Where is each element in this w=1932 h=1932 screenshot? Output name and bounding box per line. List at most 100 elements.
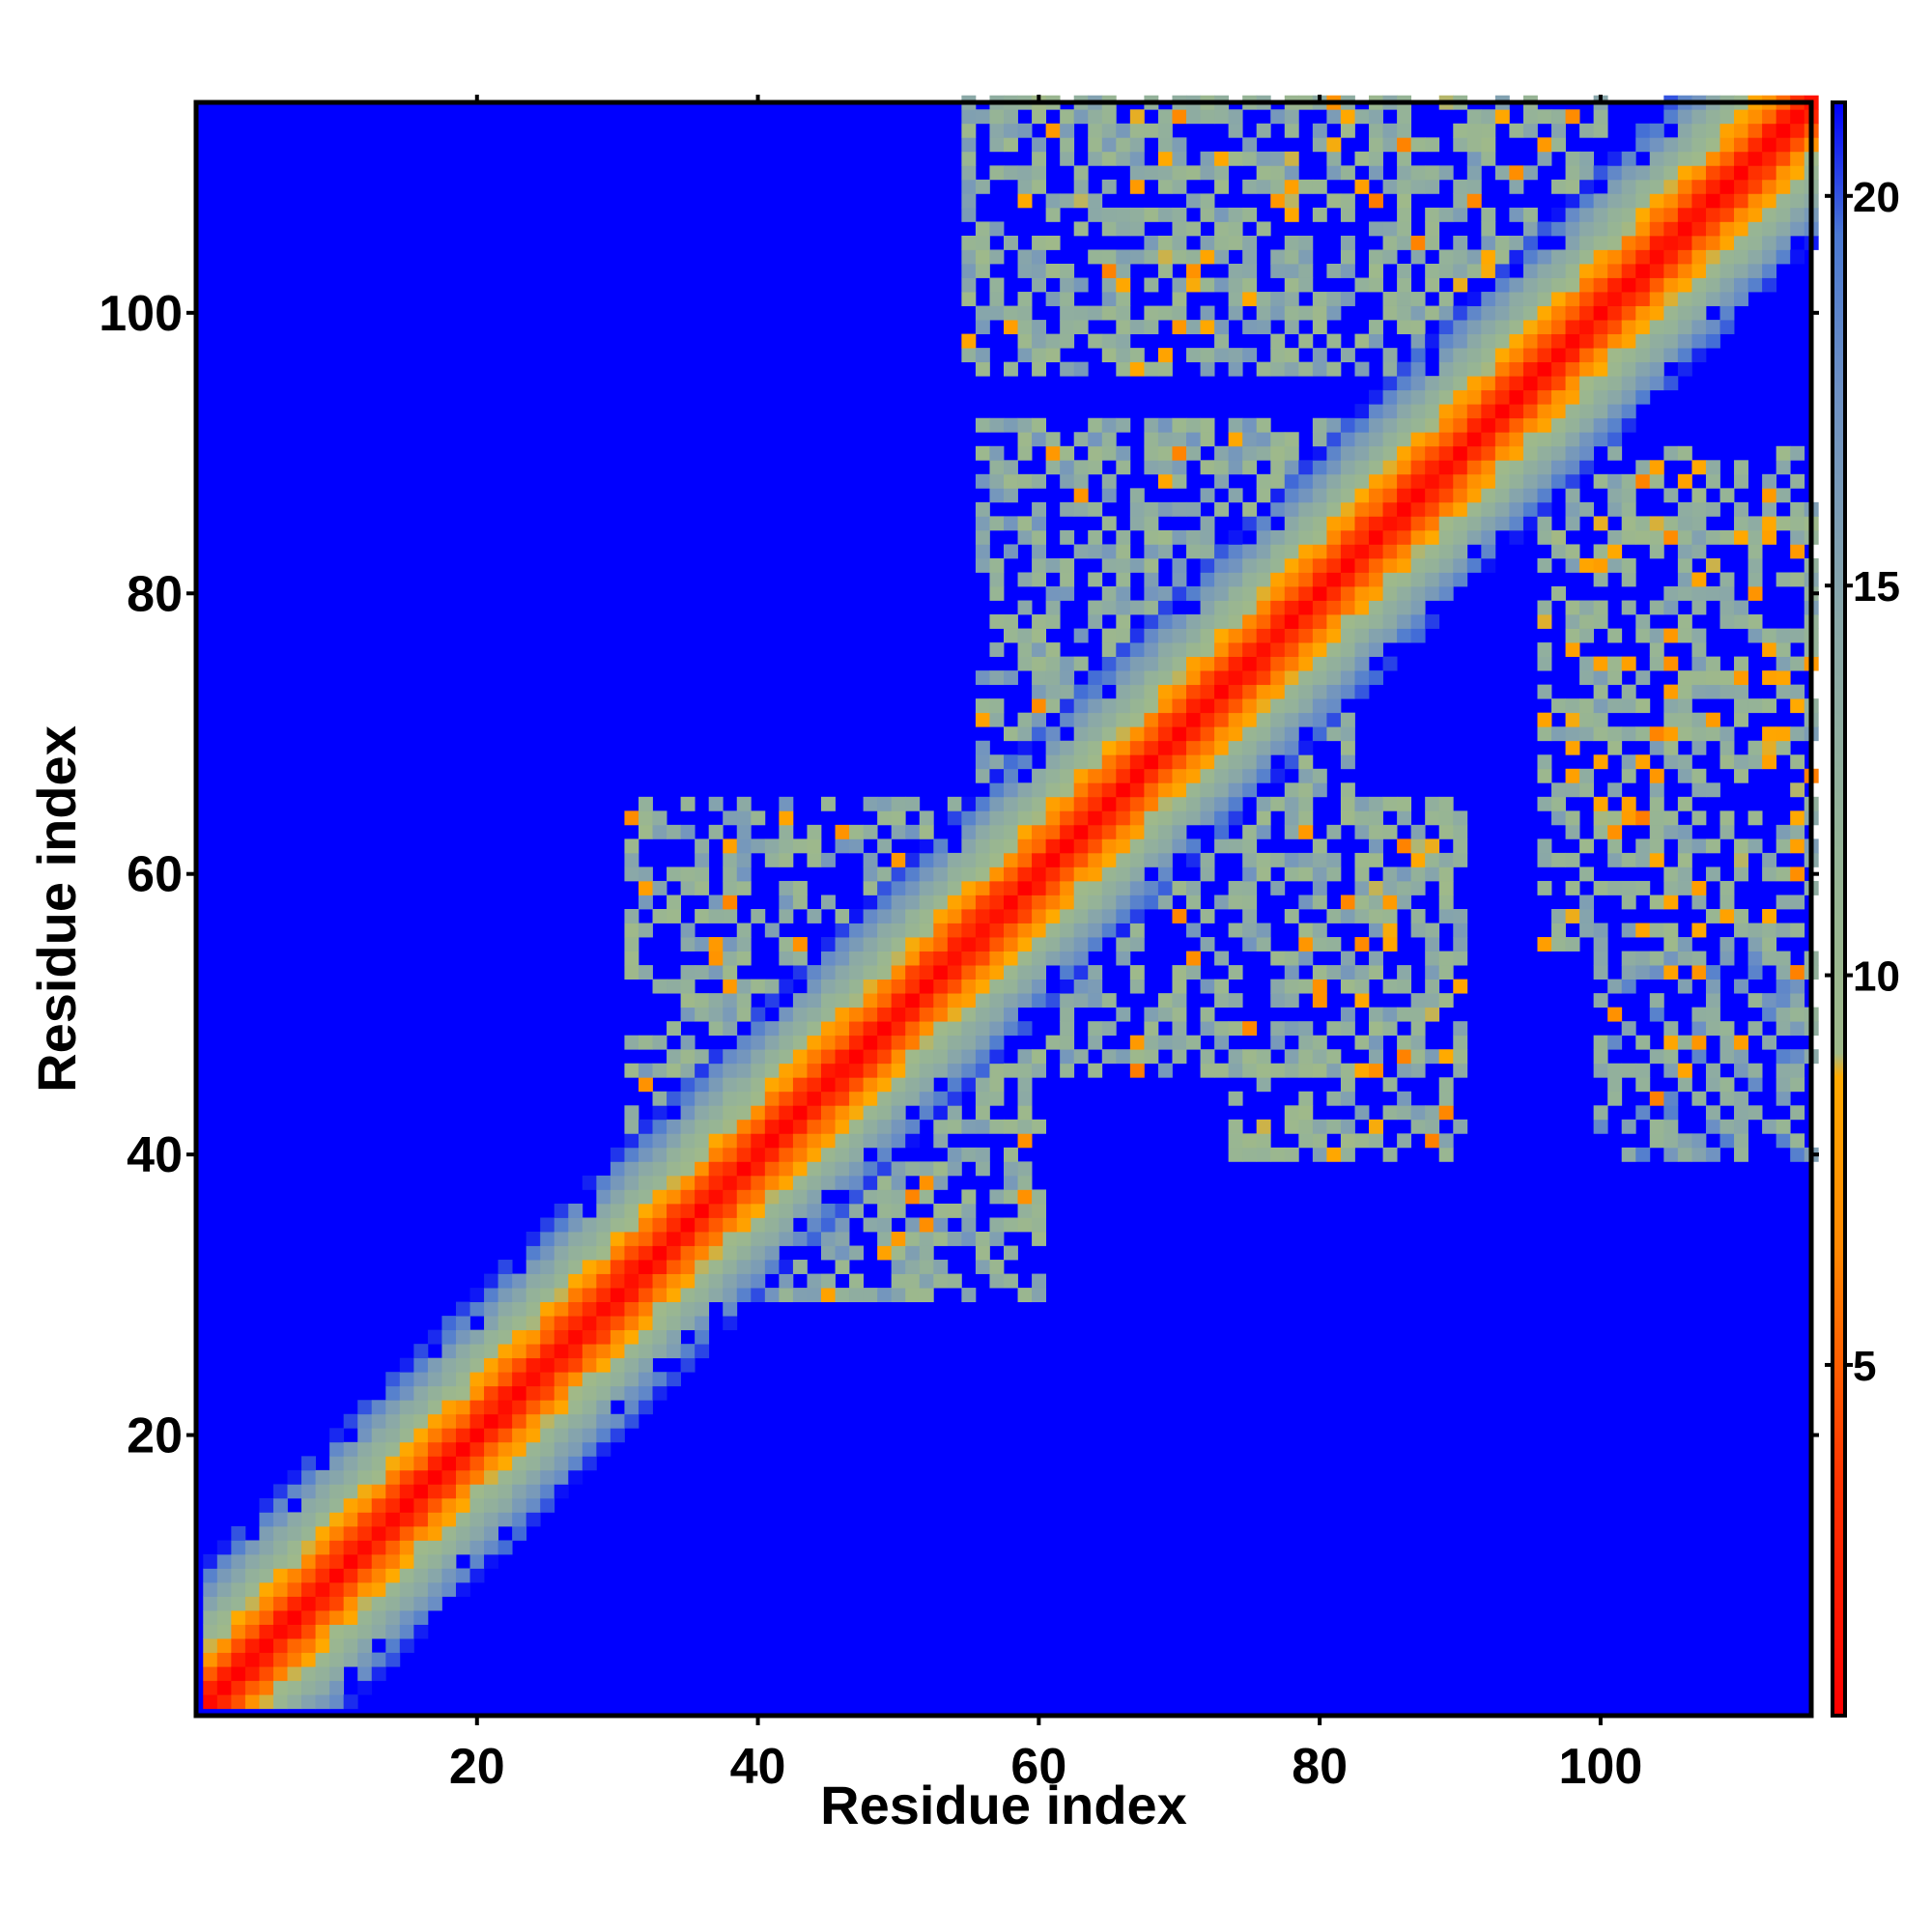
heatmap-cell — [1494, 277, 1510, 293]
heatmap-cell — [455, 1372, 470, 1387]
heatmap-cell — [919, 852, 934, 867]
heatmap-cell — [667, 1147, 681, 1162]
heatmap-cell — [329, 1540, 345, 1555]
heatmap-cell — [989, 221, 1005, 237]
heatmap-cell — [1691, 137, 1707, 153]
heatmap-cell — [1326, 642, 1342, 658]
heatmap-cell — [975, 305, 990, 321]
heatmap-cell — [1790, 123, 1805, 138]
heatmap-cell — [1734, 754, 1748, 770]
heatmap-cell — [835, 1063, 850, 1078]
heatmap-cell — [1298, 754, 1314, 770]
heatmap-cell — [1032, 1063, 1047, 1078]
heatmap-cell — [1088, 151, 1103, 166]
heatmap-cell — [751, 1091, 766, 1106]
heatmap-cell — [1369, 838, 1383, 854]
heatmap-cell — [1129, 909, 1145, 923]
heatmap-cell — [708, 895, 724, 910]
heatmap-cell — [1481, 460, 1496, 475]
heatmap-cell — [1663, 586, 1679, 601]
heatmap-cell — [1017, 782, 1033, 798]
heatmap-cell — [1116, 137, 1131, 153]
heatmap-cell — [371, 1400, 386, 1415]
heatmap-cell — [1045, 852, 1061, 867]
heatmap-cell — [512, 1497, 527, 1513]
heatmap-cell — [975, 923, 990, 938]
heatmap-cell — [1284, 516, 1299, 531]
heatmap-cell — [385, 1525, 401, 1541]
heatmap-cell — [1649, 179, 1664, 194]
heatmap-cell — [1017, 529, 1033, 545]
heatmap-cell — [1116, 740, 1131, 755]
heatmap-cell — [1579, 698, 1595, 714]
heatmap-cell — [961, 179, 977, 194]
heatmap-cell — [1186, 740, 1201, 755]
heatmap-cell — [1747, 1105, 1763, 1121]
heatmap-cell — [1004, 965, 1018, 980]
heatmap-cell — [1537, 614, 1552, 629]
heatmap-cell — [1228, 754, 1243, 770]
heatmap-cell — [1762, 1035, 1777, 1050]
heatmap-cell — [751, 838, 766, 854]
heatmap-cell — [610, 1301, 625, 1317]
heatmap-cell — [947, 1049, 962, 1065]
heatmap-cell — [751, 1007, 766, 1022]
heatmap-cell — [1635, 1147, 1651, 1162]
heatmap-cell — [905, 824, 921, 839]
heatmap-cell — [989, 810, 1005, 826]
heatmap-cell — [1228, 277, 1243, 293]
heatmap-cell — [1635, 698, 1651, 714]
heatmap-cell — [1397, 292, 1412, 306]
heatmap-cell — [1214, 712, 1230, 727]
heatmap-cell — [1522, 109, 1538, 125]
heatmap-cell — [1621, 895, 1636, 910]
heatmap-cell — [1762, 993, 1777, 1009]
heatmap-cell — [1214, 151, 1230, 166]
heatmap-cell — [708, 1232, 724, 1246]
heatmap-cell — [1621, 557, 1636, 573]
heatmap-cell — [723, 1021, 738, 1037]
heatmap-cell — [680, 1357, 696, 1373]
heatmap-cell — [1340, 544, 1355, 559]
heatmap-cell — [1369, 824, 1383, 839]
heatmap-cell — [469, 1568, 485, 1583]
heatmap-cell — [203, 1624, 218, 1639]
heatmap-cell — [1397, 445, 1412, 461]
heatmap-cell — [287, 1610, 302, 1626]
heatmap-cell — [1354, 824, 1370, 839]
heatmap-cell — [259, 1540, 274, 1555]
heatmap-cell — [1677, 852, 1692, 867]
heatmap-cell — [1719, 165, 1735, 181]
heatmap-cell — [1607, 1077, 1623, 1093]
heatmap-cell — [1663, 628, 1679, 643]
heatmap-cell — [1649, 320, 1664, 335]
heatmap-cell — [1481, 544, 1496, 559]
heatmap-cell — [244, 1624, 260, 1639]
heatmap-cell — [1663, 207, 1679, 222]
heatmap-cell — [1129, 937, 1145, 952]
heatmap-cell — [1144, 642, 1159, 658]
heatmap-cell — [1466, 249, 1482, 265]
heatmap-cell — [1298, 264, 1314, 278]
heatmap-cell — [1144, 1007, 1159, 1022]
heatmap-cell — [975, 698, 990, 714]
heatmap-cell — [1284, 264, 1299, 278]
heatmap-cell — [1565, 417, 1580, 433]
heatmap-cell — [1705, 109, 1720, 125]
heatmap-cell — [1494, 165, 1510, 181]
heatmap-cell — [989, 937, 1005, 952]
heatmap-cell — [512, 1273, 527, 1289]
heatmap-cell — [1369, 333, 1383, 349]
heatmap-cell — [540, 1469, 555, 1485]
heatmap-cell — [933, 909, 949, 923]
heatmap-cell — [315, 1582, 330, 1597]
heatmap-cell — [779, 1063, 794, 1078]
heatmap-cell — [1228, 305, 1243, 321]
heatmap-cell — [1790, 782, 1805, 798]
heatmap-cell — [1593, 965, 1608, 980]
heatmap-cell — [1691, 642, 1707, 658]
heatmap-cell — [1060, 586, 1075, 601]
heatmap-cell — [1635, 754, 1651, 770]
heatmap-cell — [1551, 460, 1566, 475]
